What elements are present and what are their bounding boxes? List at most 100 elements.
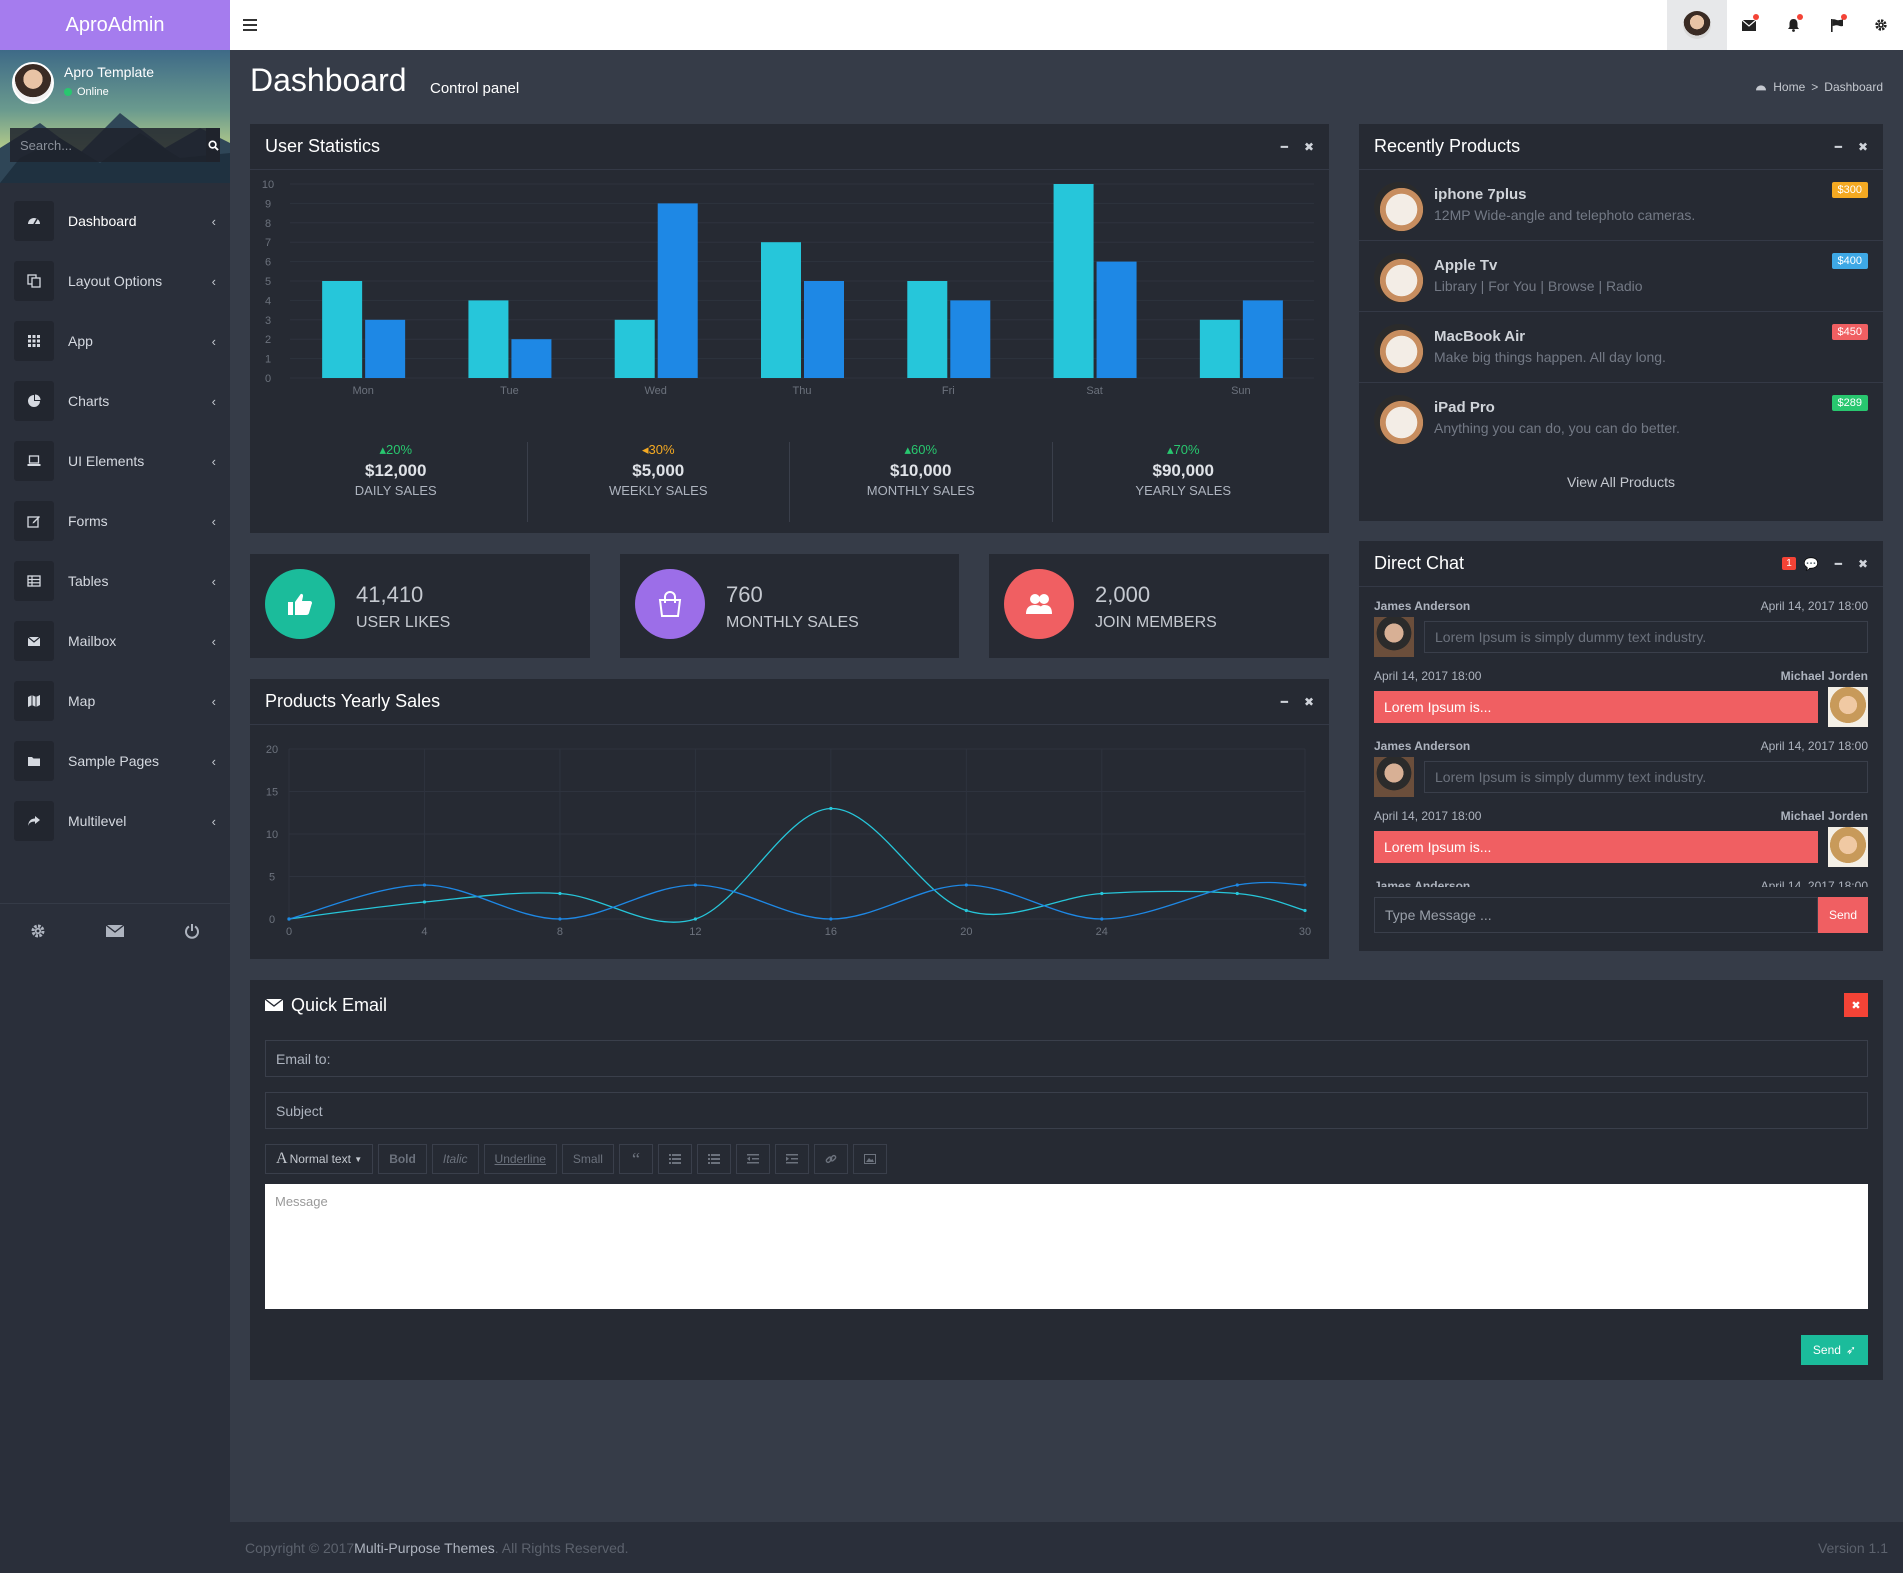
minimize-icon[interactable]: ━	[1834, 139, 1842, 154]
sidebar-item-label: Tables	[68, 573, 109, 589]
chevron-left-icon: ‹	[211, 213, 216, 229]
product-name[interactable]: MacBook Air	[1434, 328, 1526, 345]
close-icon[interactable]: ✖	[1303, 694, 1314, 709]
y-tick-label: 10	[266, 829, 278, 841]
data-point	[693, 883, 697, 887]
image-button[interactable]	[852, 1144, 887, 1174]
email-to-input[interactable]	[276, 1050, 1857, 1067]
bar	[657, 203, 698, 378]
power-icon[interactable]	[184, 923, 200, 939]
chat-send-button[interactable]: Send	[1818, 897, 1868, 933]
direct-chat-box: Direct Chat 1 💬 ━ ✖ James Anderson April …	[1359, 541, 1883, 951]
data-point	[1303, 883, 1307, 887]
bar	[1096, 261, 1137, 378]
tasks-button[interactable]	[1815, 0, 1859, 50]
sidebar-item-map[interactable]: Map ‹	[0, 671, 230, 731]
gear-icon[interactable]	[30, 923, 46, 939]
product-item[interactable]: iPad Pro Anything you can do, you can do…	[1359, 383, 1883, 454]
bar	[468, 300, 509, 378]
stat-percentage: ▴20%	[379, 442, 413, 457]
folder-icon	[14, 741, 54, 781]
user-avatar[interactable]	[12, 62, 54, 104]
data-point	[558, 891, 562, 896]
message-textarea[interactable]: Message	[265, 1184, 1868, 1309]
image-icon	[863, 1154, 876, 1164]
product-item[interactable]: iphone 7plus 12MP Wide-angle and telepho…	[1359, 170, 1883, 241]
minimize-icon[interactable]: ━	[1834, 556, 1842, 571]
settings-button[interactable]	[1859, 0, 1903, 50]
stat-percentage: ▴70%	[1166, 442, 1200, 457]
small-button[interactable]: Small	[561, 1144, 614, 1174]
bar	[322, 281, 363, 378]
notifications-button[interactable]	[1771, 0, 1815, 50]
stat-yearly-sales: ▴70% $90,000 YEARLY SALES	[1053, 442, 1315, 522]
underline-button[interactable]: Underline	[483, 1144, 557, 1174]
product-desc: Make big things happen. All day long.	[1434, 349, 1666, 365]
chat-message-input[interactable]	[1374, 897, 1818, 933]
envelope-icon[interactable]	[106, 924, 124, 938]
sidebar-item-label: Mailbox	[68, 633, 117, 649]
text-style-dropdown[interactable]: A Normal text ▼	[265, 1144, 374, 1174]
breadcrumb-current: Dashboard	[1824, 80, 1883, 94]
user-menu-button[interactable]	[1667, 0, 1727, 50]
paper-plane-icon: ➶	[1845, 1343, 1856, 1357]
link-button[interactable]	[813, 1144, 848, 1174]
x-tick-label: 30	[1299, 926, 1311, 938]
breadcrumb-home[interactable]: Home	[1773, 80, 1806, 94]
unordered-list-button[interactable]	[657, 1144, 692, 1174]
subject-input[interactable]	[276, 1102, 1857, 1119]
minimize-icon[interactable]: ━	[1280, 694, 1288, 709]
stat-monthly-sales: ▴60% $10,000 MONTHLY SALES	[790, 442, 1053, 522]
sidebar-item-ui-elements[interactable]: UI Elements ‹	[0, 431, 230, 491]
y-tick-label: 5	[269, 872, 275, 884]
minimize-icon[interactable]: ━	[1280, 139, 1288, 154]
close-icon[interactable]: ✖	[1303, 139, 1314, 154]
bar	[1199, 319, 1240, 378]
info-box-monthly-sales: 760 MONTHLY SALES	[620, 554, 959, 658]
email-to-field	[265, 1040, 1868, 1077]
product-item[interactable]: MacBook Air Make big things happen. All …	[1359, 312, 1883, 383]
sender-name: James Anderson	[1374, 879, 1471, 887]
blockquote-button[interactable]: “	[618, 1144, 653, 1174]
bold-button[interactable]: Bold	[378, 1144, 427, 1174]
indent-button[interactable]	[774, 1144, 809, 1174]
comments-icon[interactable]: 💬	[1803, 556, 1819, 571]
product-name[interactable]: Apple Tv	[1434, 257, 1498, 274]
sidebar-search-input[interactable]	[10, 128, 206, 162]
outdent-button[interactable]	[735, 1144, 770, 1174]
send-email-button[interactable]: Send ➶	[1800, 1335, 1868, 1365]
sidebar-item-forms[interactable]: Forms ‹	[0, 491, 230, 551]
app-logo[interactable]: AproAdmin	[0, 0, 230, 50]
product-name[interactable]: iPad Pro	[1434, 399, 1495, 416]
box-title: Products Yearly Sales	[265, 691, 441, 711]
sidebar-item-mailbox[interactable]: Mailbox ‹	[0, 611, 230, 671]
sidebar-toggle-button[interactable]	[230, 19, 270, 31]
sidebar-item-tables[interactable]: Tables ‹	[0, 551, 230, 611]
ordered-list-icon	[707, 1154, 720, 1164]
close-icon[interactable]: ✖	[1857, 139, 1868, 154]
sidebar-item-sample-pages[interactable]: Sample Pages ‹	[0, 731, 230, 791]
sidebar-item-dashboard[interactable]: Dashboard ‹	[0, 191, 230, 251]
ordered-list-button[interactable]	[696, 1144, 731, 1174]
sidebar-search-button[interactable]	[206, 128, 220, 162]
info-icon-circle	[265, 569, 335, 639]
user-statistics-chart: 0 1 2 3 4 5 6 7 8 9 10 Mon Tue Wed Thu Fri Sat Sun	[262, 179, 1314, 397]
italic-button[interactable]: Italic	[431, 1144, 479, 1174]
sidebar-item-layout-options[interactable]: Layout Options ‹	[0, 251, 230, 311]
sidebar-item-charts[interactable]: Charts ‹	[0, 371, 230, 431]
x-tick-label: Sun	[1231, 385, 1251, 397]
footer-brand-link[interactable]: Multi-Purpose Themes	[354, 1539, 495, 1556]
product-item[interactable]: Apple Tv Library | For You | Browse | Ra…	[1359, 241, 1883, 312]
view-all-products-link[interactable]: View All Products	[1567, 474, 1675, 490]
stat-amount: $10,000	[890, 461, 952, 480]
sidebar-item-app[interactable]: App ‹	[0, 311, 230, 371]
y-tick-label: 1	[265, 354, 271, 366]
bar	[804, 281, 844, 378]
outdent-icon	[746, 1154, 759, 1164]
product-name[interactable]: iphone 7plus	[1434, 186, 1527, 203]
quote-icon: “	[631, 1148, 640, 1169]
messages-button[interactable]	[1727, 0, 1771, 50]
close-button[interactable]: ✖	[1844, 993, 1868, 1017]
close-icon[interactable]: ✖	[1857, 556, 1868, 571]
sidebar-item-multilevel[interactable]: Multilevel ‹	[0, 791, 230, 851]
